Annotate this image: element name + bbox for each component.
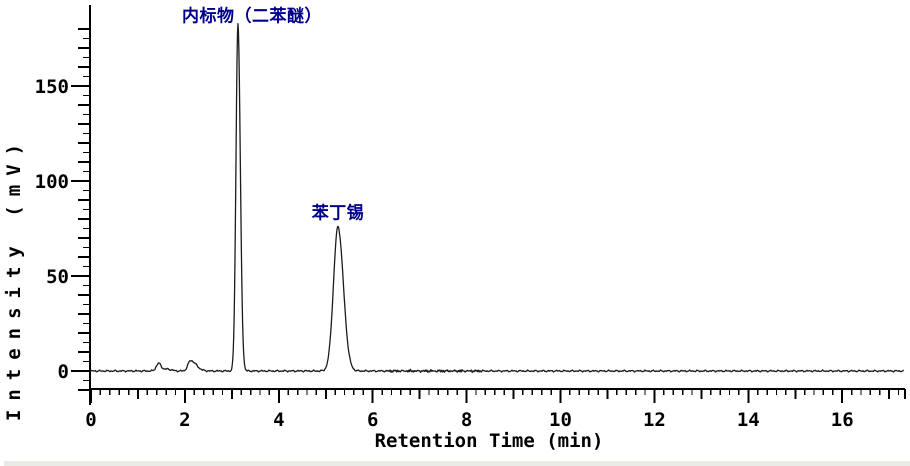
x-tick-label: 12 <box>643 409 666 431</box>
y-tick-label: 0 <box>58 361 69 383</box>
y-tick-label: 50 <box>46 266 69 288</box>
x-tick-label: 8 <box>461 409 472 431</box>
peak-annotation: 内标物（二苯醚） <box>182 6 322 27</box>
y-tick-label: 150 <box>35 76 69 98</box>
x-tick-label: 6 <box>367 409 378 431</box>
window-bottom-edge <box>4 461 910 466</box>
x-tick-label: 4 <box>273 409 284 431</box>
x-tick-label: 0 <box>85 409 96 431</box>
x-tick-label: 14 <box>737 409 760 431</box>
chromatogram-trace <box>90 22 904 374</box>
y-tick-label: 100 <box>35 171 69 193</box>
x-tick-label: 10 <box>549 409 572 431</box>
peak-annotation: 苯丁锡 <box>311 203 365 224</box>
x-tick-label: 16 <box>831 409 854 431</box>
y-axis-title: Intensity (mV) <box>3 134 25 422</box>
x-axis-title: Retention Time (min) <box>374 430 604 452</box>
x-tick-label: 2 <box>179 409 190 431</box>
